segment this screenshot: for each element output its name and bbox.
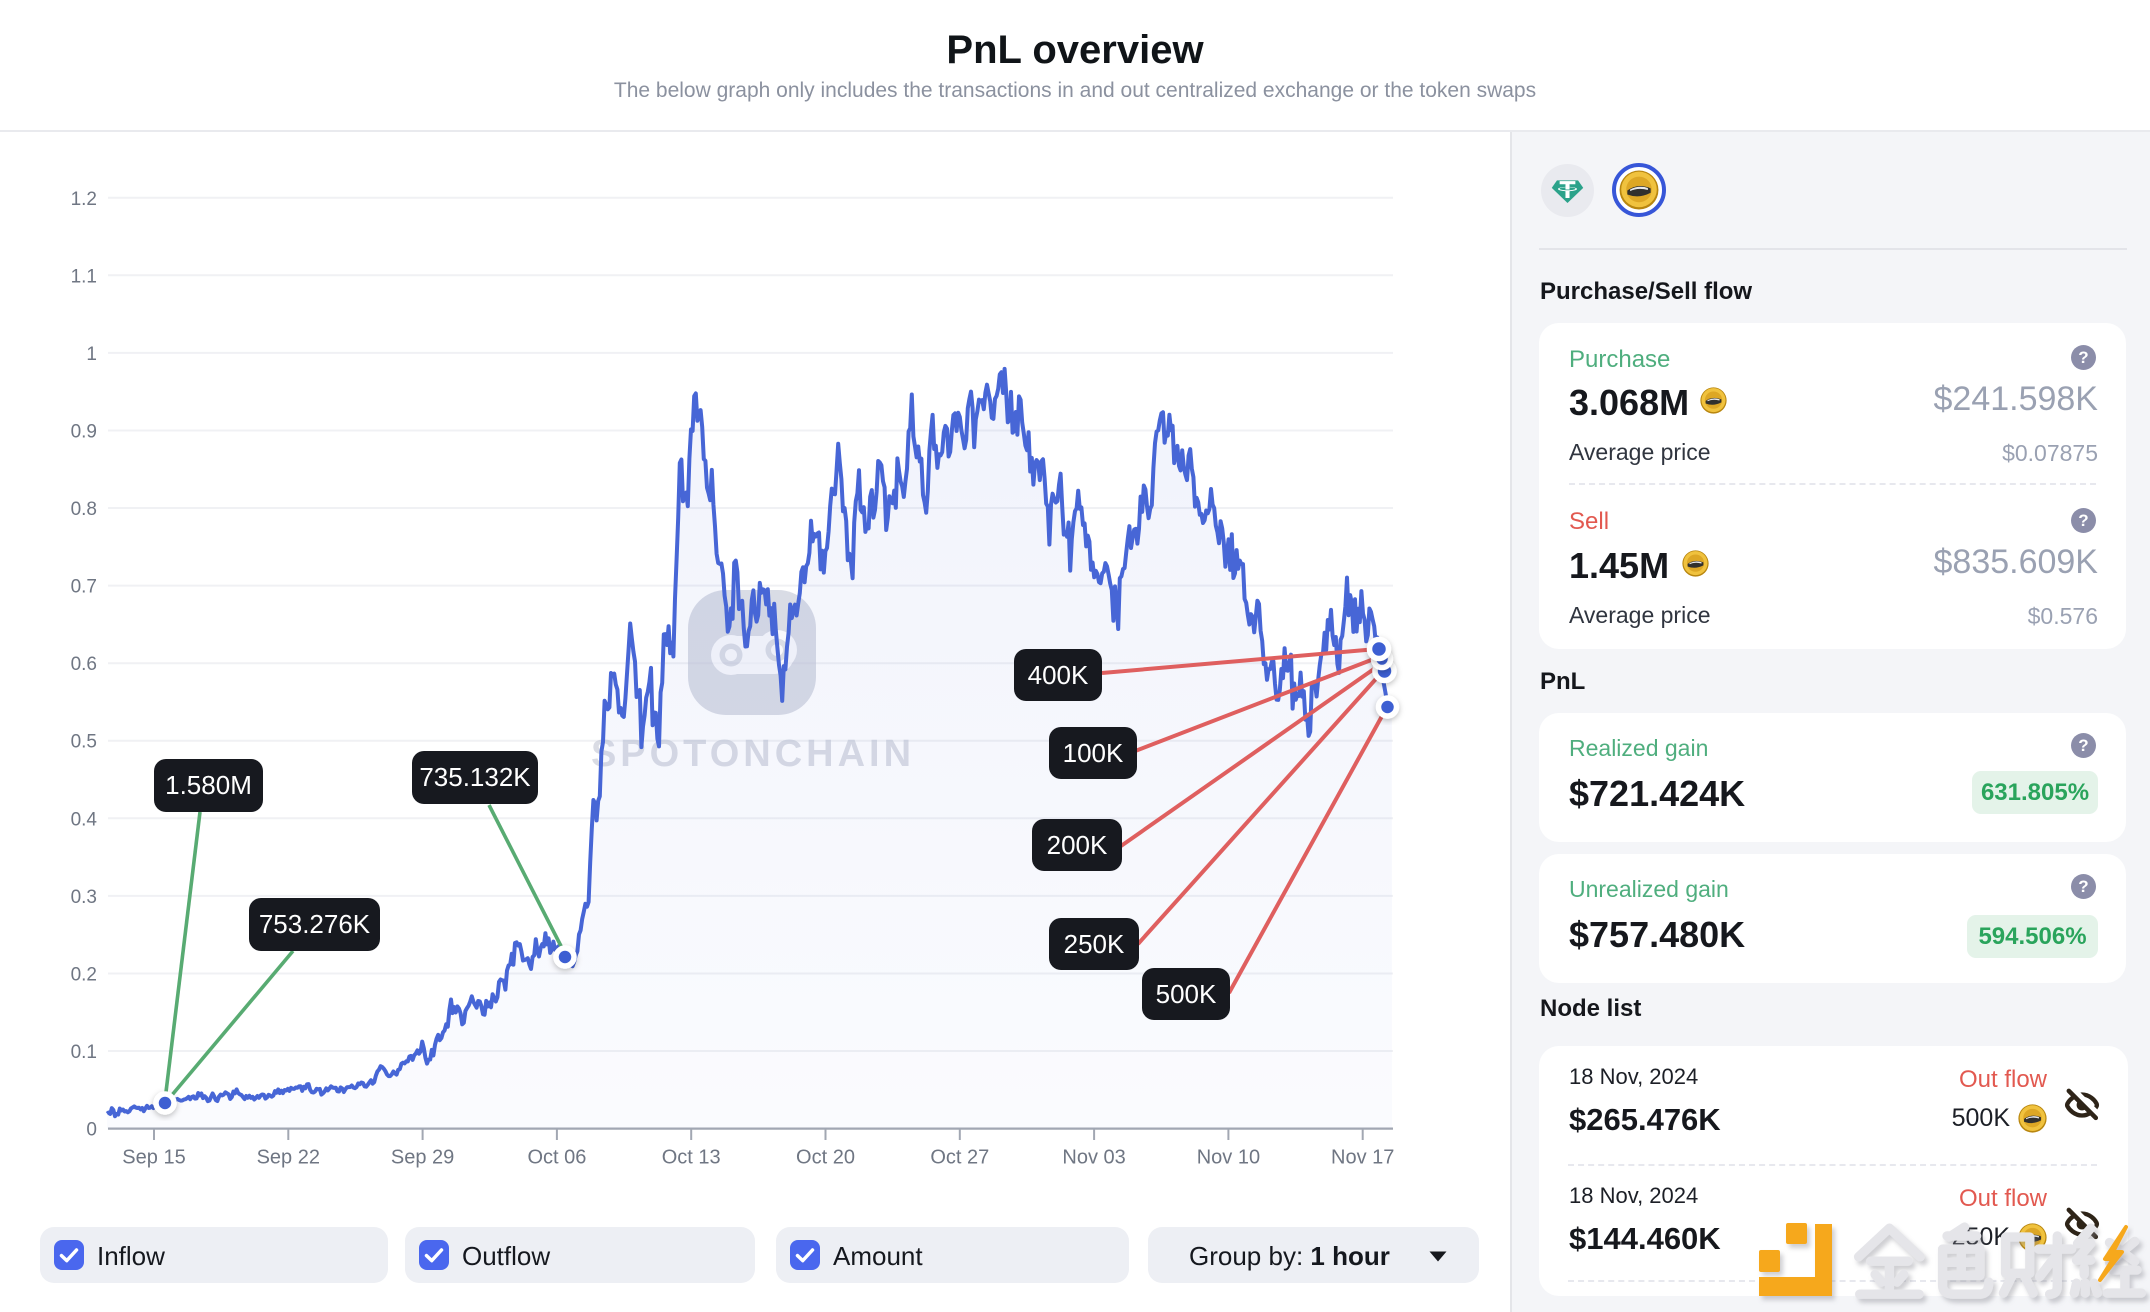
svg-text:Sep 22: Sep 22 xyxy=(257,1147,320,1169)
svg-text:0.5: 0.5 xyxy=(71,732,97,753)
svg-text:0.1: 0.1 xyxy=(71,1042,97,1063)
svg-text:Sep 15: Sep 15 xyxy=(122,1147,185,1169)
svg-text:0.8: 0.8 xyxy=(71,499,97,520)
svg-text:0.9: 0.9 xyxy=(71,422,97,443)
svg-text:Nov 03: Nov 03 xyxy=(1062,1147,1125,1169)
svg-text:Oct 06: Oct 06 xyxy=(527,1147,586,1169)
svg-text:Oct 13: Oct 13 xyxy=(662,1147,721,1169)
svg-text:0.3: 0.3 xyxy=(71,887,97,908)
svg-text:Nov 10: Nov 10 xyxy=(1197,1147,1260,1169)
svg-text:1.1: 1.1 xyxy=(71,266,97,287)
svg-text:Oct 27: Oct 27 xyxy=(930,1147,989,1169)
svg-text:0.6: 0.6 xyxy=(71,654,97,675)
svg-text:Nov 17: Nov 17 xyxy=(1331,1147,1394,1169)
svg-text:1: 1 xyxy=(86,344,97,365)
svg-text:Oct 20: Oct 20 xyxy=(796,1147,855,1169)
svg-text:Sep 29: Sep 29 xyxy=(391,1147,454,1169)
svg-text:0.4: 0.4 xyxy=(71,809,98,830)
svg-text:0.2: 0.2 xyxy=(71,965,97,986)
svg-text:1.2: 1.2 xyxy=(71,189,97,210)
svg-text:0.7: 0.7 xyxy=(71,577,97,598)
svg-text:0: 0 xyxy=(86,1120,97,1141)
